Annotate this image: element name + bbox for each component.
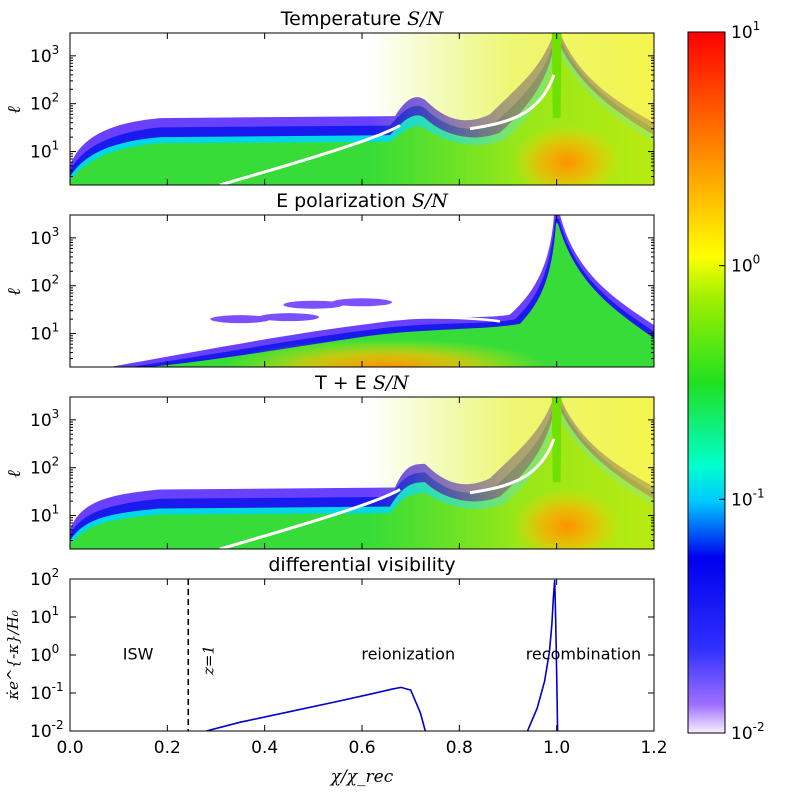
y-axis-label: ℓ [4, 106, 25, 114]
temperature-panel: Temperature S/N 101 102 103 ℓ [4, 8, 655, 186]
colorbar-gradient [687, 31, 726, 734]
x-tick-label: 0.4 [251, 738, 278, 758]
field-green [150, 223, 654, 367]
y-axis-label: κ̇e^{-κ}/H₀ [4, 610, 22, 700]
field-spike [551, 397, 562, 483]
field-gap [219, 488, 401, 549]
x-tick-label: 0.0 [56, 738, 83, 758]
visibility-panel: differential visibility 10-210-110010110… [4, 554, 668, 787]
y-tick-label: 102 [30, 566, 59, 590]
field-hotspot [511, 124, 622, 185]
y-axis-label: ℓ [4, 470, 25, 478]
x-tick-label: 1.2 [640, 738, 667, 758]
x-tick-label: 1.0 [543, 738, 570, 758]
y-tick-label: 101 [30, 321, 59, 345]
field-island [259, 313, 319, 322]
plot-area [187, 579, 559, 731]
field-spike [551, 33, 562, 119]
e-polarization-panel: E polarization S/N 101 102 103 ℓ [4, 190, 655, 368]
field-island [332, 298, 392, 307]
y-ticks: 101 102 103 [30, 215, 655, 368]
panel-title: differential visibility [268, 554, 455, 576]
colorbar-tick-label: 101 [731, 19, 760, 43]
y-tick-label: 103 [30, 225, 59, 249]
y-tick-label: 100 [30, 642, 59, 666]
field-island [283, 300, 344, 309]
annotation-recombination: recombination [526, 644, 641, 663]
colorbar-tick-label: 100 [731, 253, 760, 277]
heatmap [70, 397, 654, 549]
field-gap [219, 124, 401, 185]
field-gap [469, 74, 556, 131]
y-tick-label: 103 [30, 43, 59, 67]
series-line-visibility [206, 686, 427, 731]
series-line-recombination [526, 579, 559, 731]
y-tick-label: 101 [30, 139, 59, 163]
x-tick-label: 0.6 [348, 738, 375, 758]
field-gap [469, 438, 556, 495]
annotation-ISW: ISW [123, 644, 154, 663]
y-tick-label: 101 [30, 604, 59, 628]
y-axis-label: ℓ [4, 288, 25, 296]
y-tick-label: 102 [30, 91, 59, 115]
heatmap [70, 33, 654, 185]
annotation-reionization: reionization [361, 644, 455, 663]
field-island [210, 315, 271, 324]
y-tick-label: 102 [30, 273, 59, 297]
panel-title: T + E S/N [314, 372, 410, 394]
panel-title: E polarization S/N [276, 190, 449, 212]
colorbar-tick-label: 10-1 [731, 486, 765, 510]
colorbar-ticks: 10-2 10-1 100 101 [719, 19, 765, 744]
heatmap [110, 215, 654, 367]
panel-title: Temperature S/N [280, 8, 445, 30]
field-gap [269, 316, 501, 328]
colorbar: 10-2 10-1 100 101 [687, 19, 765, 744]
y-tick-label: 102 [30, 455, 59, 479]
x-axis-label: χ/χ_rec [330, 767, 394, 787]
x-tick-label: 0.2 [154, 738, 181, 758]
y-tick-label: 10-1 [30, 680, 64, 704]
field-hotspot [511, 488, 622, 549]
y-tick-label: 101 [30, 503, 59, 527]
y-tick-label: 103 [30, 407, 59, 431]
t-plus-e-panel: T + E S/N 101 102 103 ℓ [4, 372, 655, 550]
field-hotspot [226, 339, 547, 367]
x-tick-label: 0.8 [446, 738, 473, 758]
colorbar-tick-label: 10-2 [731, 720, 765, 744]
z1-label: z=1 [199, 645, 217, 676]
